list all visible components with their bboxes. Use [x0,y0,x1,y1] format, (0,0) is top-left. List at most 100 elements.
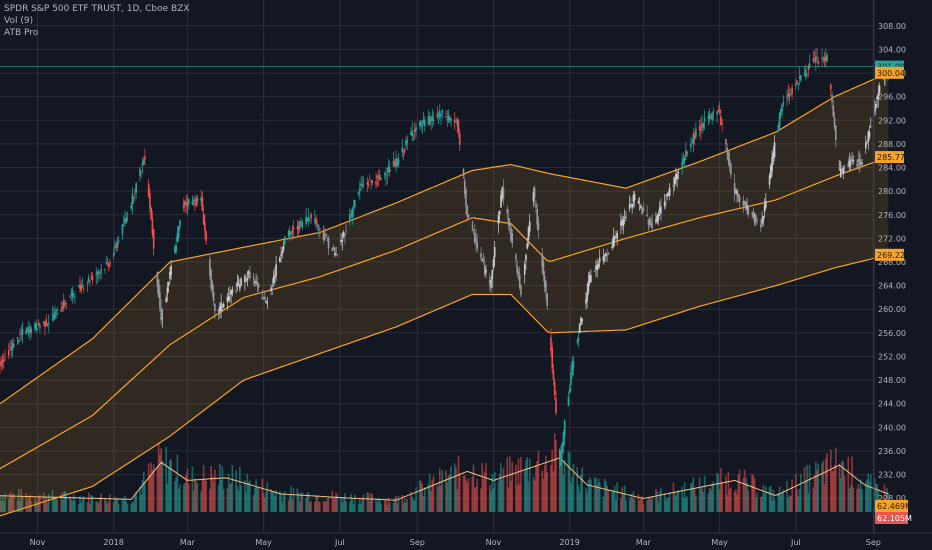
volume-bar [637,494,640,512]
candle-body [140,171,142,173]
candle-body [296,226,299,229]
candle-body [395,158,397,168]
volume-bar [272,490,275,512]
candle-body [230,290,232,295]
candle-body [290,232,292,235]
candle-body [628,203,631,209]
volume-bar [543,465,546,512]
volume-bar [650,499,652,512]
candle-body [615,236,617,238]
volume-bar [808,465,811,512]
candle-body [152,228,155,249]
volume-bar [418,480,421,512]
volume-bar [7,498,10,512]
volume-bar [657,501,660,512]
volume-bar [542,478,545,512]
chart-legend: SPDR S&P 500 ETF TRUST, 1D, Cboe BZX Vol… [4,3,190,39]
candle-body [651,223,653,229]
volume-bar [753,478,756,512]
candle-body [475,238,477,243]
volume-bar [161,460,164,512]
volume-bar [736,493,738,512]
volume-bar [533,480,536,512]
candle-body [665,201,667,203]
candle-body [95,274,97,276]
candle-body [691,140,693,142]
candle-body [438,110,441,118]
candle-body [377,177,380,179]
time-axis[interactable]: Nov2018MarMayJulSepNov2019MarMayJulSepNo… [0,532,932,547]
volume-bar [849,484,852,512]
volume-bar [412,499,415,512]
candle-body [553,381,556,395]
volume-bar [859,479,862,512]
candle-body [418,122,421,126]
candle-body [139,168,141,177]
candle-body [331,248,334,251]
candle-body [200,197,202,202]
candle-body [430,120,432,122]
volume-bar [436,485,439,512]
volume-bar [191,466,194,512]
price-axis[interactable]: 308.00304.00300.00296.00292.00288.00284.… [873,0,906,533]
candle-body [212,291,215,302]
candle-body [692,133,695,144]
legend-volume[interactable]: Vol (9) [4,16,34,26]
volume-bar [395,495,397,512]
volume-bar [585,487,587,512]
band-middle-line [0,156,889,470]
candle-body [593,271,596,272]
volume-bar [386,504,389,512]
candle-body [681,161,683,170]
candle-body [511,233,514,244]
candle-body [833,117,836,128]
volume-bar [578,491,581,512]
volume-bar [359,498,361,512]
volume-bar [568,452,571,512]
candle-body [383,173,386,176]
volume-bar [392,502,395,512]
volume-bar [25,493,28,512]
volume-bar [756,493,758,512]
volume-bar [683,482,686,512]
candle-body [555,397,557,414]
volume-bar [446,482,449,512]
volume-bar [322,500,325,512]
volume-bar [796,489,798,512]
volume-bar [803,467,806,512]
candle-body [144,156,146,161]
candle-body [352,209,355,210]
legend-indicator[interactable]: ATB Pro [4,28,39,38]
candle-body [721,122,723,125]
candle-body [738,196,741,202]
candle-body [335,254,337,256]
candle-body [376,175,379,178]
volume-bar [292,488,295,512]
candle-body [314,219,316,223]
candle-body [782,102,785,105]
volume-bar [868,481,871,512]
candle-body [796,81,798,85]
volume-bar [266,482,269,512]
volume-bar [411,496,414,512]
candle-body [751,213,753,214]
volume-bar [682,497,685,512]
candle-body [301,222,304,228]
volume-bar [815,461,817,512]
candle-body [858,159,861,166]
volume-bar [686,496,688,512]
volume-bar [821,463,823,512]
candle-body [648,218,651,226]
candle-body [342,232,345,237]
volume-bar [214,469,216,512]
volume-bar [866,479,868,512]
legend-symbol[interactable]: SPDR S&P 500 ETF TRUST, 1D, Cboe BZX [4,4,190,14]
candle-body [516,266,519,273]
volume-bar [402,503,405,512]
volume-bar [463,475,466,512]
volume-bar [226,488,229,512]
candle-body [493,246,496,258]
volume-bar [335,492,337,512]
candle-body [401,147,404,152]
